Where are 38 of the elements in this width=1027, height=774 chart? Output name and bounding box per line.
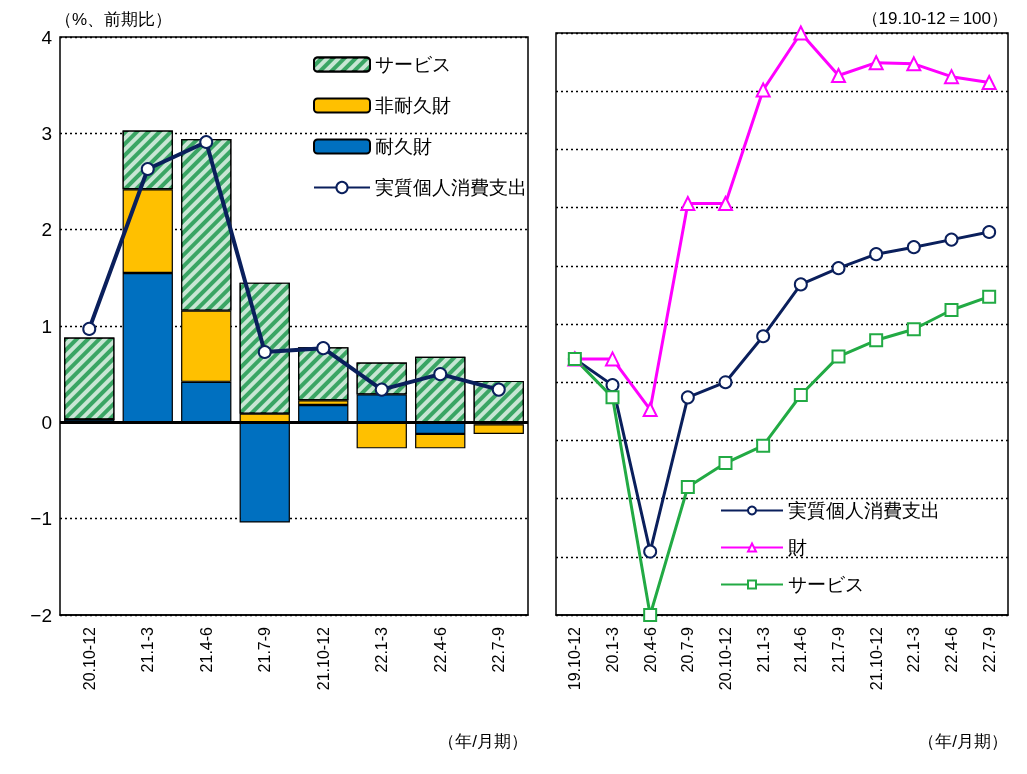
x-tick-label: 21.7-9 bbox=[830, 626, 847, 673]
x-tick-label: 21.4-6 bbox=[197, 626, 215, 673]
y-tick-label: −2 bbox=[30, 604, 52, 626]
legend-label: サービス bbox=[375, 54, 451, 75]
x-tick-label: 21.7-9 bbox=[256, 626, 274, 673]
legend-label: 耐久財 bbox=[375, 136, 432, 157]
y-tick-label: −1 bbox=[30, 508, 52, 530]
y-axis-title: （%、前期比） bbox=[55, 9, 173, 29]
x-tick-label: 21.1-3 bbox=[139, 626, 157, 673]
x-tick-label: 22.1-3 bbox=[373, 626, 391, 673]
legend-label: 実質個人消費支出 bbox=[375, 177, 527, 198]
x-tick-label: 20.7-9 bbox=[679, 626, 697, 673]
x-axis-title: （年/月期） bbox=[438, 732, 528, 751]
x-tick-label: 20.10-12 bbox=[80, 626, 98, 691]
y-tick-label: 0 bbox=[41, 411, 52, 433]
x-tick-label: 19.10-12 bbox=[566, 626, 584, 691]
legend-label: サービス bbox=[788, 574, 864, 595]
x-tick-label: 22.4-6 bbox=[943, 626, 960, 673]
x-axis-title: （年/月期） bbox=[918, 732, 1008, 751]
y-tick-label: 2 bbox=[41, 219, 52, 241]
legend-label: 非耐久財 bbox=[375, 95, 451, 116]
x-tick-label: 22.1-3 bbox=[905, 626, 923, 673]
y-tick-label: 3 bbox=[41, 122, 52, 144]
x-tick-label: 22.4-6 bbox=[431, 626, 449, 673]
x-tick-label: 21.4-6 bbox=[792, 626, 810, 673]
x-tick-label: 22.7-9 bbox=[980, 626, 998, 673]
x-tick-label: 21.10-12 bbox=[867, 626, 885, 691]
x-tick-label: 21.10-12 bbox=[314, 626, 332, 691]
x-tick-label: 22.7-9 bbox=[490, 626, 508, 673]
x-tick-label: 20.10-12 bbox=[717, 626, 734, 691]
x-tick-label: 21.1-3 bbox=[754, 626, 772, 673]
y-tick-label: 1 bbox=[41, 315, 52, 337]
y-tick-label: 4 bbox=[41, 26, 53, 48]
y-axis-title: （19.10-12＝100） bbox=[861, 9, 1008, 28]
legend-label: 実質個人消費支出 bbox=[788, 500, 940, 521]
x-tick-label: 20.1-3 bbox=[604, 626, 621, 673]
x-tick-label: 20.4-6 bbox=[641, 626, 659, 673]
legend-label: 財 bbox=[788, 537, 807, 558]
